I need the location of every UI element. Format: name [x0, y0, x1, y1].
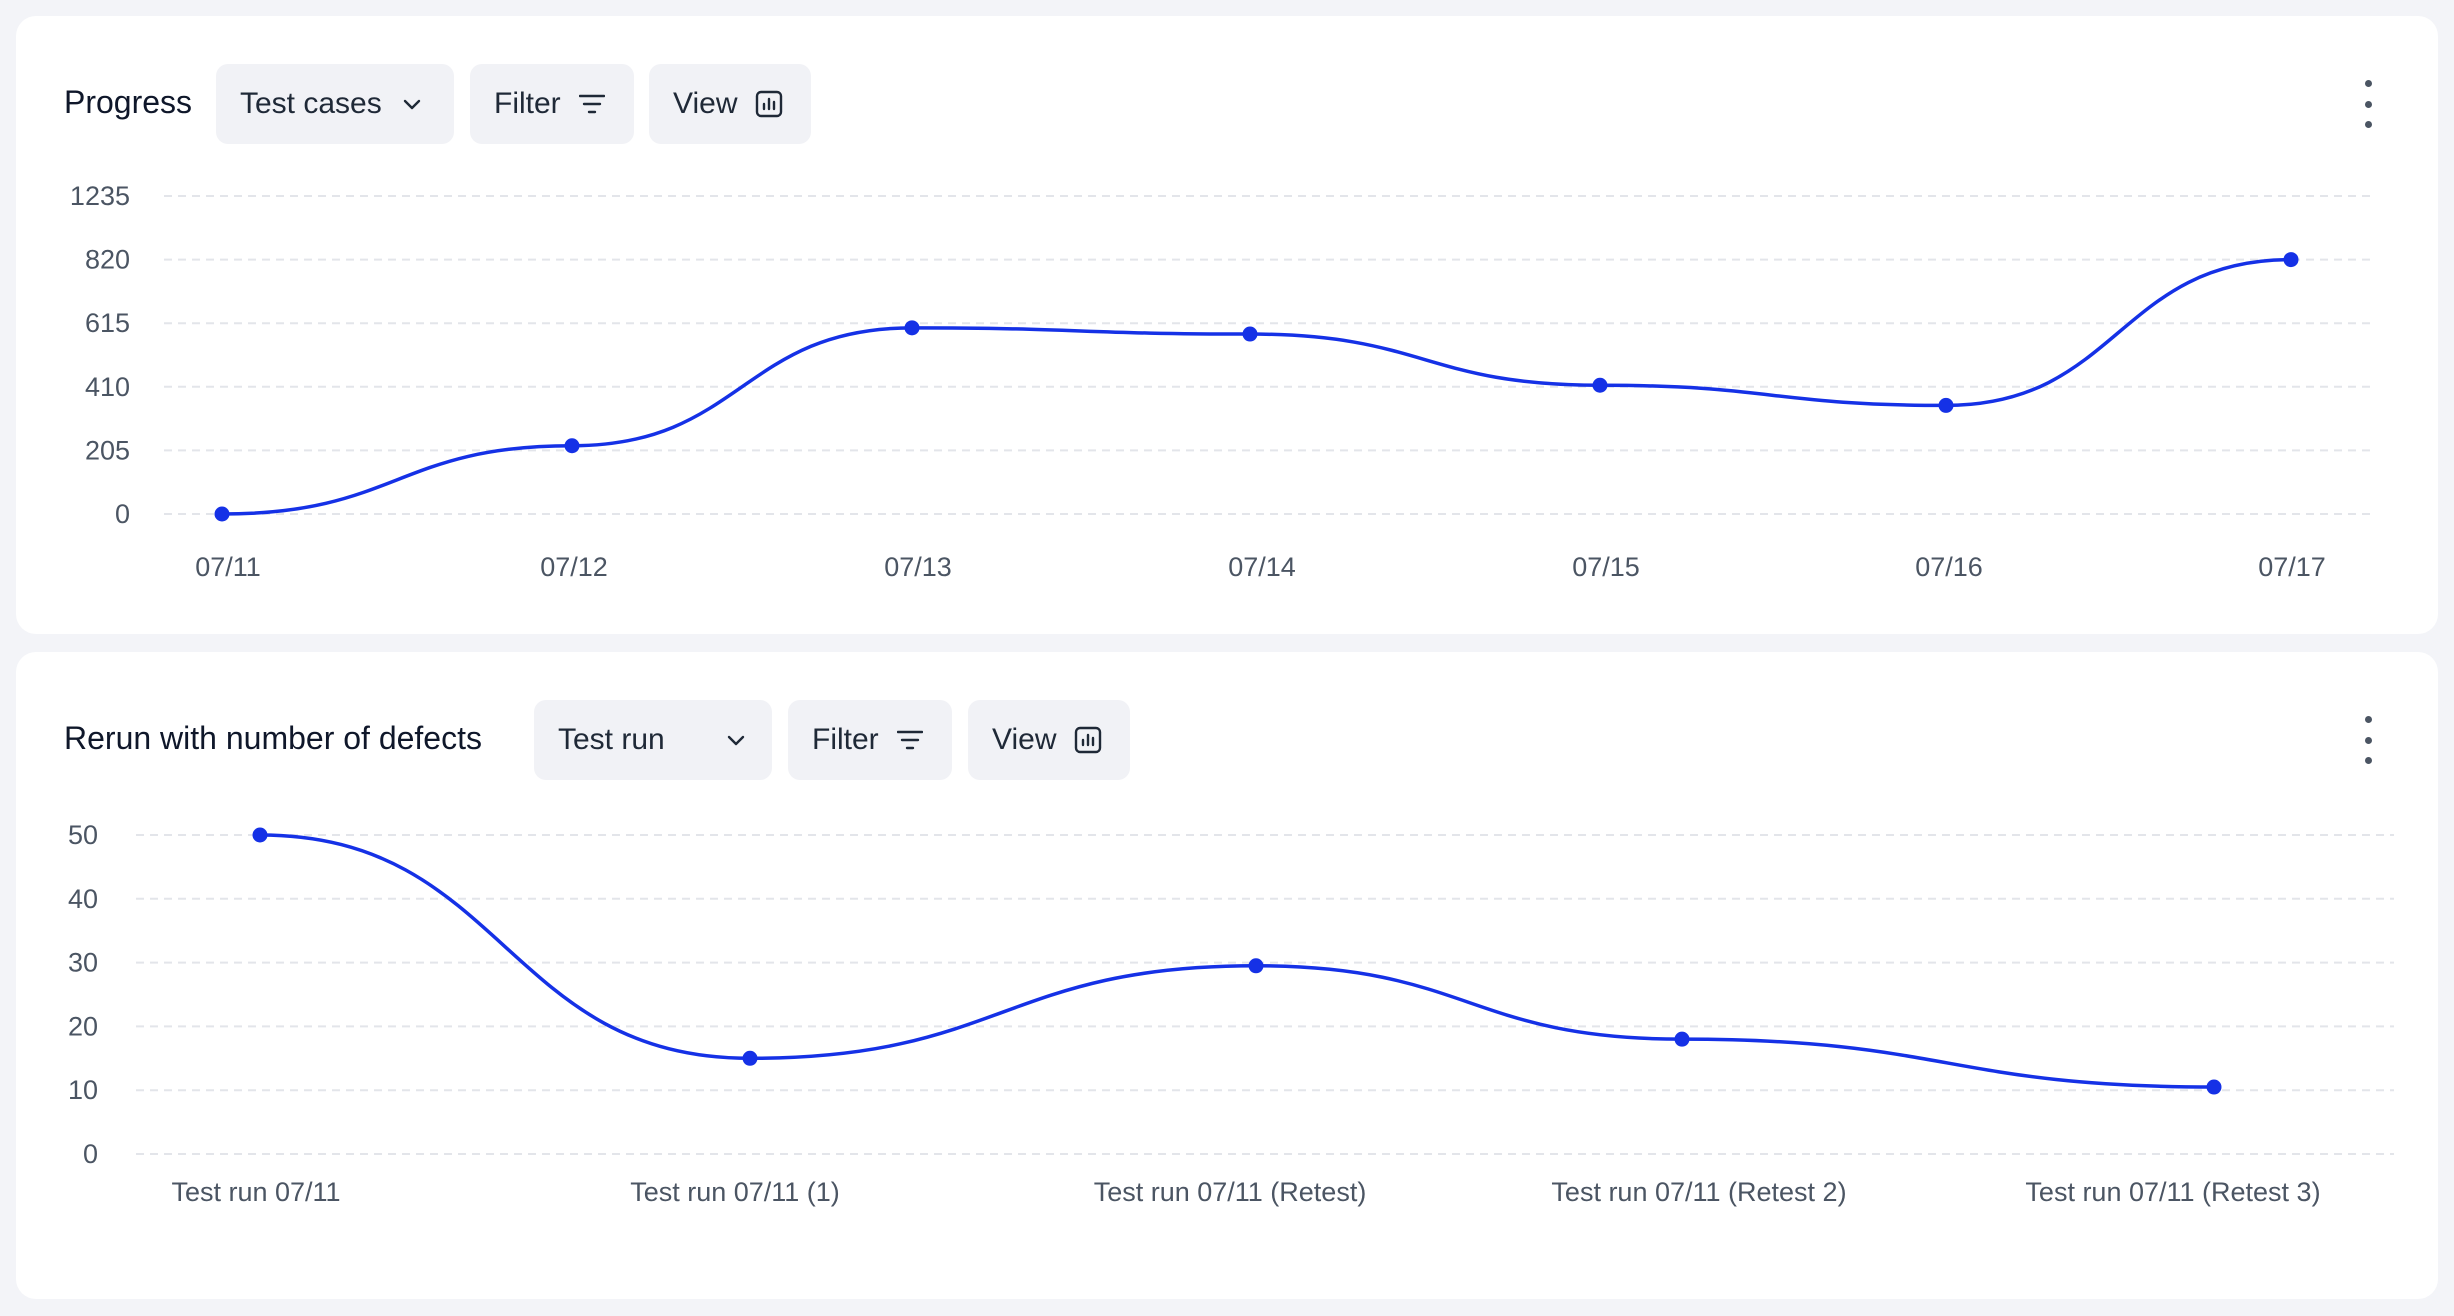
y-tick-label: 1235	[70, 181, 130, 211]
more-options-icon[interactable]	[2358, 80, 2378, 128]
view-label: View	[992, 723, 1057, 756]
data-point	[1248, 958, 1264, 974]
y-tick-label: 820	[85, 245, 130, 275]
filter-button[interactable]: Filter	[788, 700, 952, 780]
x-tick-label: 07/17	[2258, 552, 2326, 582]
filter-label: Filter	[812, 723, 879, 756]
filter-icon	[896, 730, 923, 750]
data-point	[2283, 252, 2299, 268]
data-point	[214, 506, 230, 522]
filter-button[interactable]: Filter	[470, 64, 634, 144]
x-tick-label: 07/11	[195, 552, 261, 582]
y-tick-label: 205	[85, 435, 130, 465]
y-tick-label: 20	[68, 1011, 98, 1041]
data-point	[1938, 397, 1954, 413]
defects-chart: 0 10 20 30 40 50 Test run 07/11 Test run 07/11 …	[68, 820, 2394, 1207]
data-point	[742, 1050, 758, 1066]
x-tick-label: 07/16	[1915, 552, 1983, 582]
x-tick-label: 07/12	[540, 552, 608, 582]
bar-chart-icon	[756, 90, 783, 118]
view-label: View	[673, 87, 738, 120]
progress-chart: 0 205 410 615 820 1235 07/11 07/12 07/13 07/14 07/…	[70, 181, 2374, 582]
x-tick-label: Test run 07/11 (Retest 3)	[2025, 1177, 2320, 1207]
test-run-dropdown[interactable]: Test run	[534, 700, 772, 780]
dropdown-label: Test cases	[240, 87, 382, 120]
data-point	[2206, 1079, 2222, 1095]
y-tick-label: 40	[68, 884, 98, 914]
test-cases-dropdown[interactable]: Test cases	[216, 64, 454, 144]
y-tick-label: 0	[115, 499, 130, 529]
y-tick-label: 10	[68, 1075, 98, 1105]
filter-icon	[578, 94, 605, 114]
x-tick-label: Test run 07/11 (Retest 2)	[1551, 1177, 1846, 1207]
defects-title: Rerun with number of defects	[64, 720, 482, 756]
series-line	[259, 833, 2215, 1089]
data-point	[1592, 377, 1608, 393]
y-tick-label: 0	[83, 1139, 98, 1169]
bar-chart-icon	[1075, 726, 1102, 754]
data-point	[904, 320, 920, 336]
data-point	[1242, 326, 1258, 342]
x-tick-label: Test run 07/11	[171, 1177, 340, 1207]
chevron-down-icon	[403, 99, 420, 110]
progress-card: Progress Test cases Filter View 0 205 410 6…	[16, 16, 2438, 634]
y-tick-label: 50	[68, 820, 98, 850]
y-tick-label: 615	[85, 308, 130, 338]
y-tick-label: 30	[68, 948, 98, 978]
data-point	[564, 438, 580, 454]
dropdown-label: Test run	[558, 723, 665, 756]
chevron-down-icon	[727, 735, 745, 746]
x-tick-label: 07/15	[1572, 552, 1640, 582]
progress-title: Progress	[64, 84, 193, 120]
x-tick-label: Test run 07/11 (Retest)	[1094, 1177, 1367, 1207]
x-tick-label: 07/13	[884, 552, 952, 582]
y-tick-label: 410	[85, 372, 130, 402]
x-tick-label: 07/14	[1228, 552, 1296, 582]
filter-label: Filter	[494, 87, 561, 120]
view-button[interactable]: View	[649, 64, 811, 144]
x-tick-label: Test run 07/11 (1)	[630, 1177, 840, 1207]
more-options-icon[interactable]	[2358, 716, 2378, 764]
view-button[interactable]: View	[968, 700, 1130, 780]
defects-card: Rerun with number of defects Test run Fi…	[16, 652, 2438, 1299]
data-point	[1674, 1031, 1690, 1047]
data-point	[252, 827, 268, 843]
